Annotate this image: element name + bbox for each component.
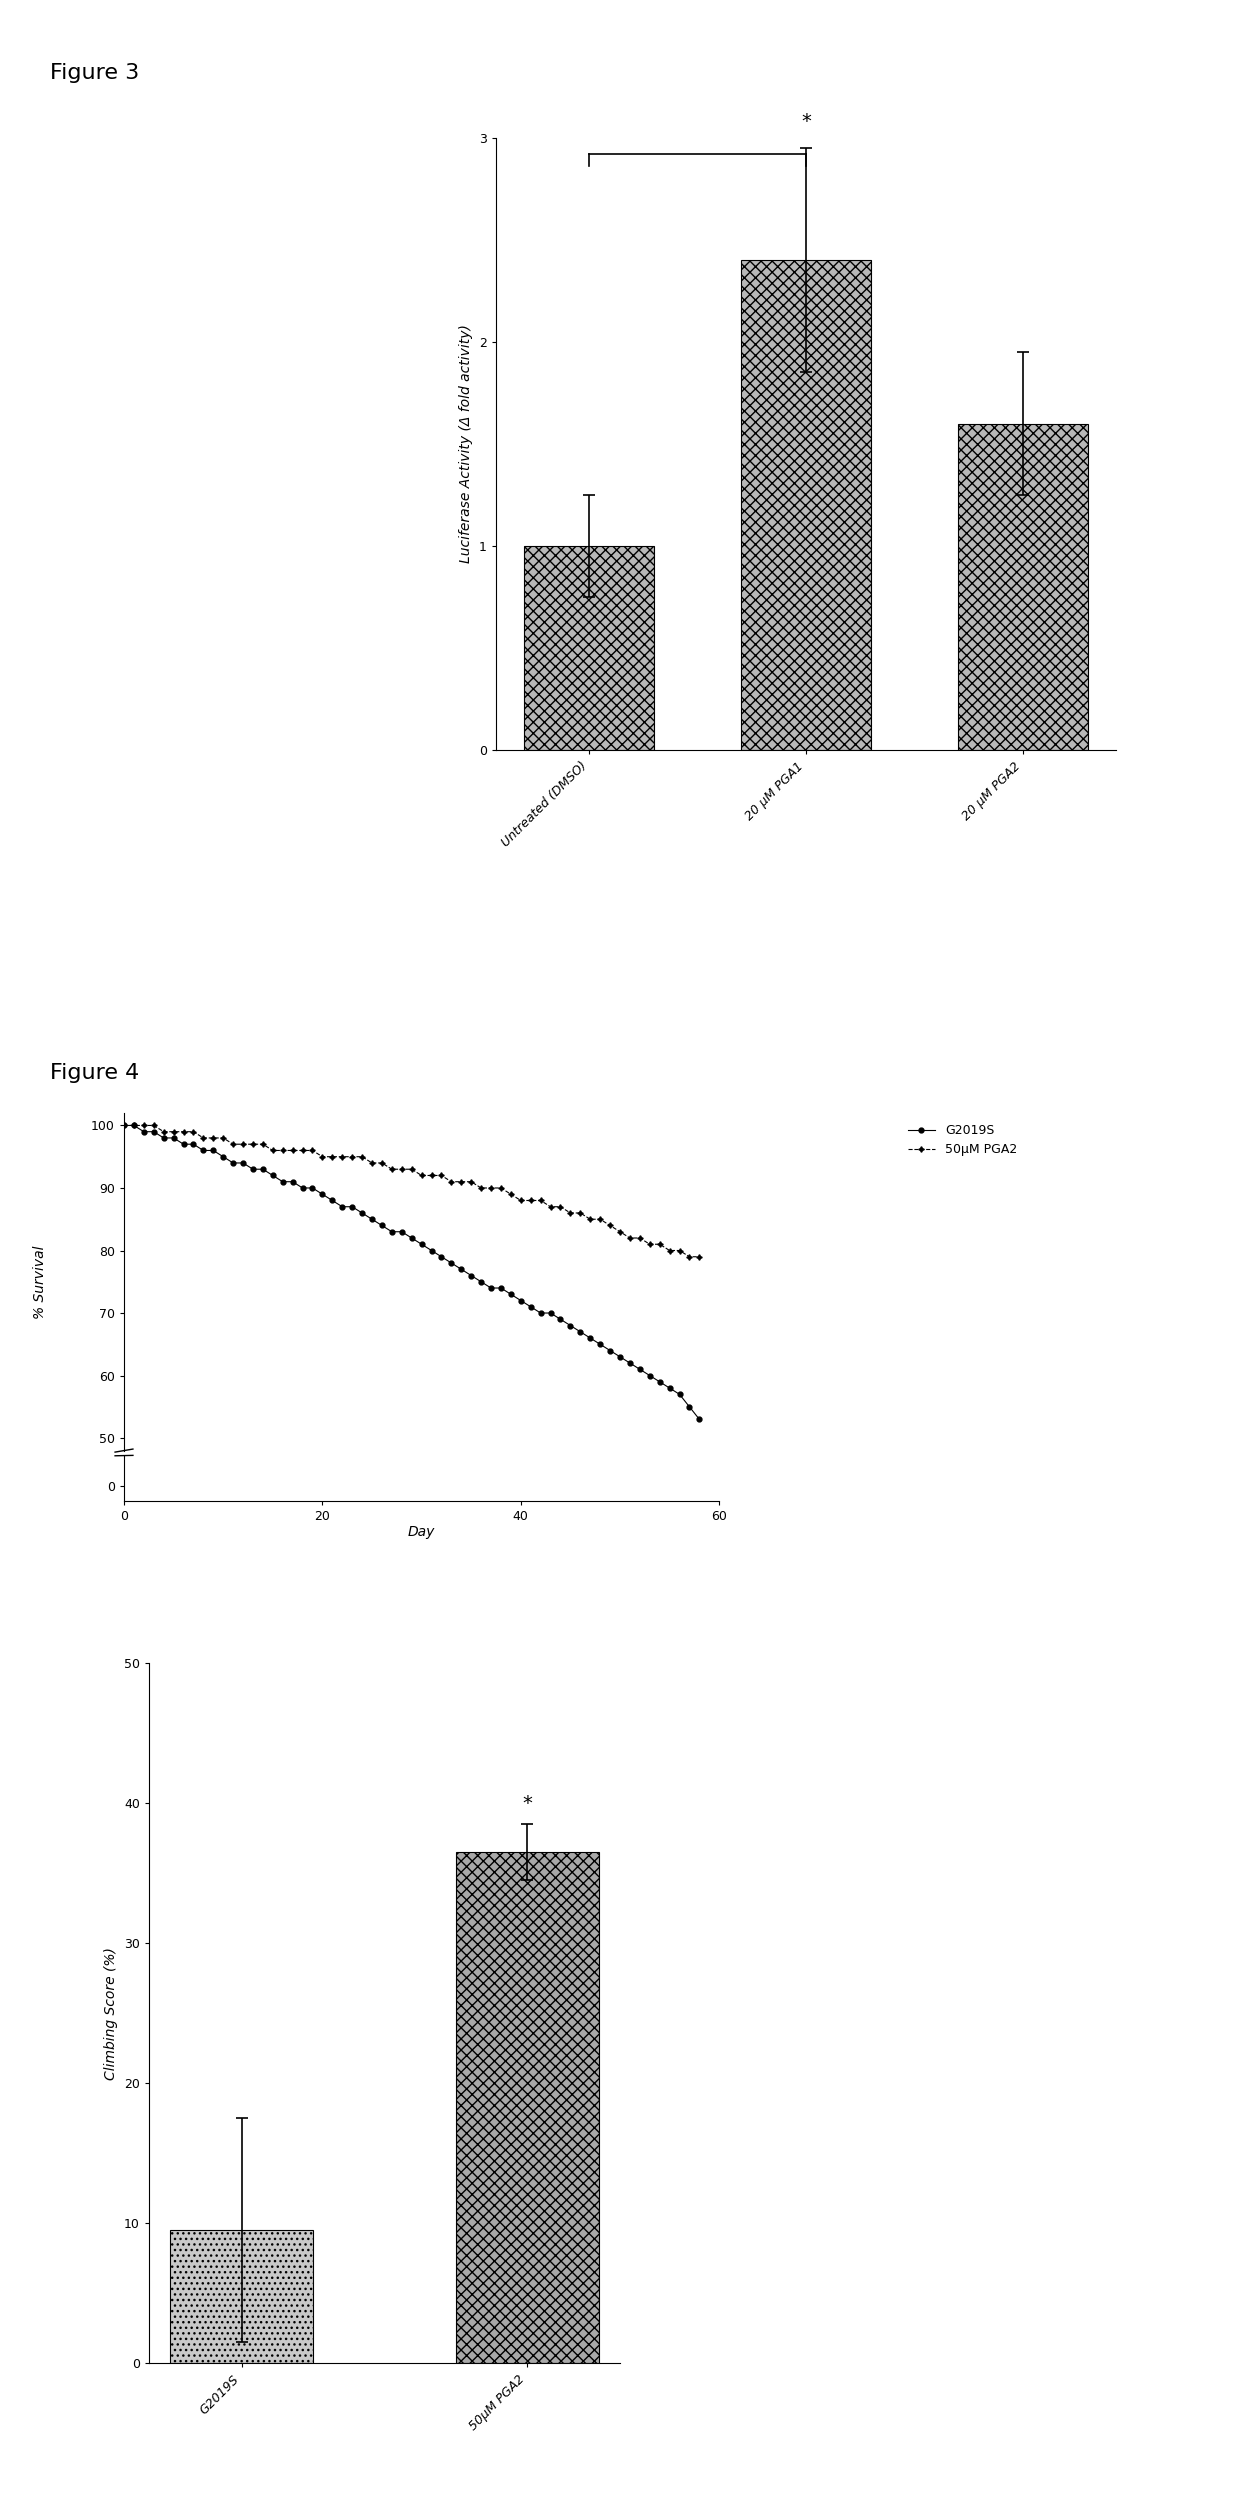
X-axis label: Day: Day (408, 1526, 435, 1541)
Y-axis label: Luciferase Activity (Δ fold activity): Luciferase Activity (Δ fold activity) (459, 325, 474, 563)
Bar (957, 423, 1087, 750)
Text: *: * (801, 113, 811, 133)
Text: Figure 4: Figure 4 (50, 1063, 139, 1083)
G2019S (136, 1118, 151, 1148)
50μM PGA2 (265, 1135, 280, 1165)
50μM PGA2 (682, 1243, 697, 1271)
Bar (742, 260, 870, 750)
50μM PGA2 (117, 1110, 131, 1140)
G2019S (206, 1135, 221, 1165)
Line: 50μM PGA2: 50μM PGA2 (122, 1123, 702, 1261)
Line: G2019S: G2019S (122, 1123, 702, 1421)
Bar (525, 545, 655, 750)
50μM PGA2 (414, 1160, 429, 1190)
Text: *: * (522, 1793, 532, 1813)
G2019S (414, 1230, 429, 1261)
50μM PGA2 (136, 1110, 151, 1140)
G2019S (692, 1403, 707, 1433)
G2019S (265, 1160, 280, 1190)
50μM PGA2 (176, 1118, 191, 1148)
50μM PGA2 (206, 1123, 221, 1153)
50μM PGA2 (533, 1185, 548, 1215)
G2019S (176, 1130, 191, 1160)
Text: Figure 3: Figure 3 (50, 63, 139, 83)
Bar (170, 2231, 312, 2363)
Legend: G2019S, 50μM PGA2: G2019S, 50μM PGA2 (903, 1118, 1023, 1160)
Bar (456, 1853, 599, 2363)
G2019S (117, 1110, 131, 1140)
Y-axis label: Climbing Score (%): Climbing Score (%) (104, 1946, 118, 2081)
50μM PGA2 (692, 1243, 707, 1271)
G2019S (533, 1298, 548, 1328)
Y-axis label: % Survival: % Survival (32, 1245, 47, 1318)
